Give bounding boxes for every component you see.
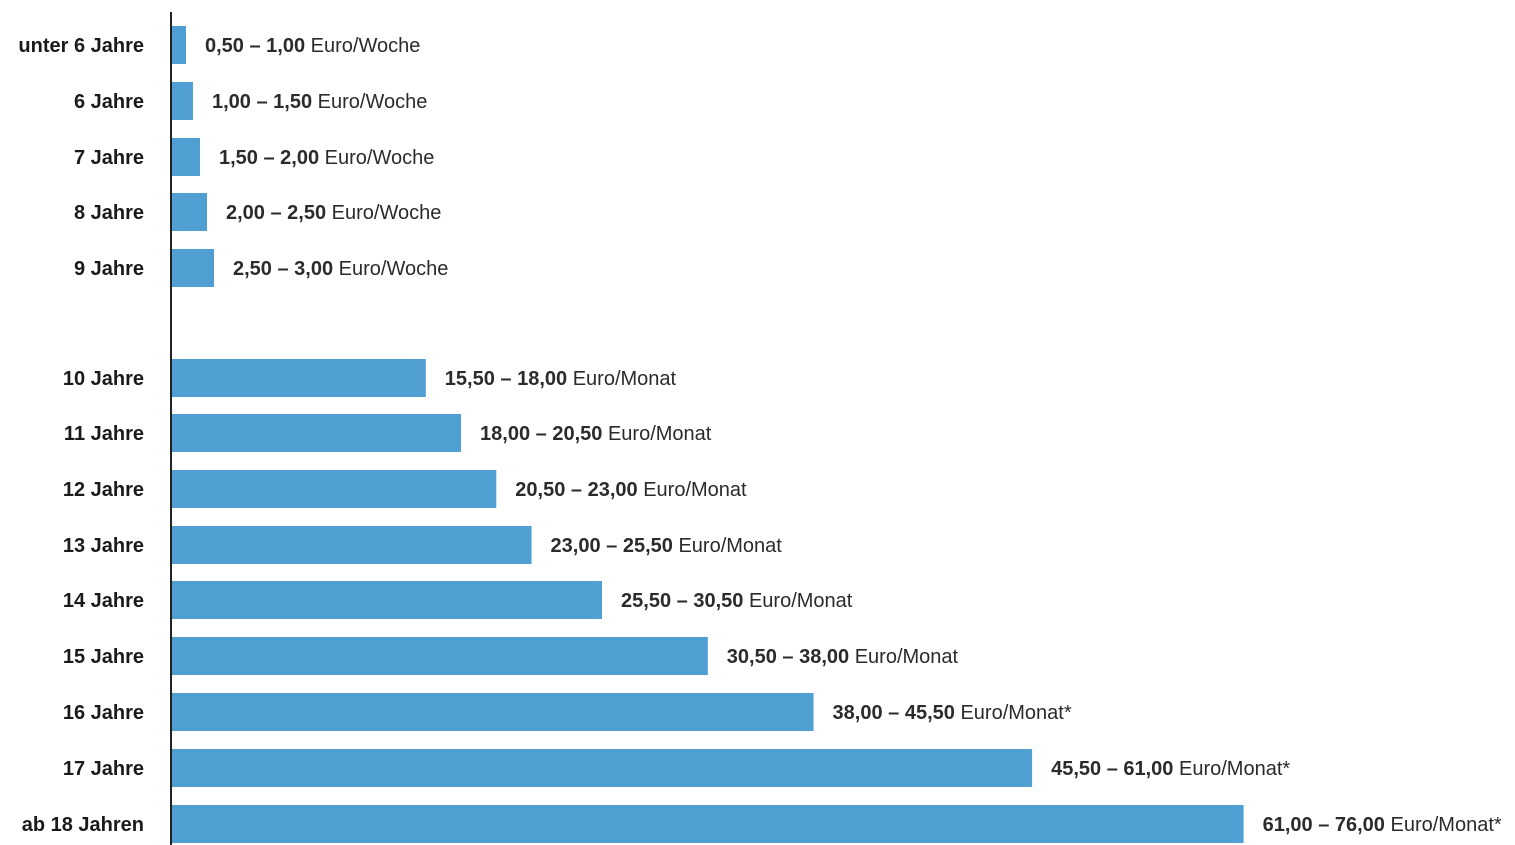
data-label-range: 61,00 – 76,00 [1263, 814, 1385, 836]
data-label-unit: Euro/Woche [319, 147, 434, 169]
data-label-unit: Euro/Monat [673, 535, 782, 557]
data-label-unit: Euro/Woche [305, 35, 420, 57]
bar [172, 82, 193, 120]
bar [172, 637, 708, 675]
data-label-range: 38,00 – 45,50 [833, 702, 955, 724]
data-label: 15,50 – 18,00 Euro/Monat [445, 368, 677, 390]
data-label: 2,00 – 2,50 Euro/Woche [226, 202, 441, 224]
data-label-unit: Euro/Woche [326, 202, 441, 224]
bar [172, 526, 532, 564]
bar [172, 693, 814, 731]
bar [172, 805, 1244, 843]
data-label-unit: Euro/Monat [567, 368, 676, 390]
bars-layer [172, 26, 1244, 843]
data-label-unit: Euro/Monat* [1385, 814, 1502, 836]
category-label: 12 Jahre [63, 479, 144, 501]
data-label: 25,50 – 30,50 Euro/Monat [621, 590, 853, 612]
bar [172, 581, 603, 619]
data-label: 1,00 – 1,50 Euro/Woche [212, 91, 427, 113]
data-label-range: 2,00 – 2,50 [226, 202, 326, 224]
data-label-range: 45,50 – 61,00 [1051, 758, 1173, 780]
category-label: unter 6 Jahre [18, 35, 144, 57]
category-label: 9 Jahre [74, 258, 144, 280]
category-label: 16 Jahre [63, 702, 144, 724]
category-label: 6 Jahre [74, 91, 144, 113]
data-label: 0,50 – 1,00 Euro/Woche [205, 35, 420, 57]
data-label-range: 1,00 – 1,50 [212, 91, 312, 113]
data-label-unit: Euro/Monat [743, 590, 852, 612]
bar [172, 414, 462, 452]
bar [172, 359, 426, 397]
data-label: 20,50 – 23,00 Euro/Monat [515, 479, 747, 501]
data-label-unit: Euro/Woche [333, 258, 448, 280]
data-label: 23,00 – 25,50 Euro/Monat [551, 535, 783, 557]
bar [172, 470, 497, 508]
data-label-range: 20,50 – 23,00 [515, 479, 637, 501]
data-label-unit: Euro/Monat* [1173, 758, 1290, 780]
data-label-range: 23,00 – 25,50 [551, 535, 673, 557]
data-label-unit: Euro/Woche [312, 91, 427, 113]
data-label-range: 0,50 – 1,00 [205, 35, 305, 57]
category-label: 8 Jahre [74, 202, 144, 224]
data-label-range: 2,50 – 3,00 [233, 258, 333, 280]
data-label-range: 30,50 – 38,00 [727, 646, 849, 668]
category-label: 11 Jahre [64, 423, 144, 445]
category-label: 17 Jahre [63, 758, 144, 780]
data-label-range: 15,50 – 18,00 [445, 368, 567, 390]
category-label: 14 Jahre [63, 590, 144, 612]
data-label: 38,00 – 45,50 Euro/Monat* [833, 702, 1072, 724]
bar [172, 249, 214, 287]
bar [172, 138, 200, 176]
data-label-unit: Euro/Monat [638, 479, 747, 501]
data-label: 18,00 – 20,50 Euro/Monat [480, 423, 712, 445]
data-label-unit: Euro/Monat [602, 423, 711, 445]
data-label: 30,50 – 38,00 Euro/Monat [727, 646, 959, 668]
data-label-unit: Euro/Monat* [955, 702, 1072, 724]
data-label-unit: Euro/Monat [849, 646, 958, 668]
data-label: 45,50 – 61,00 Euro/Monat* [1051, 758, 1290, 780]
data-label: 2,50 – 3,00 Euro/Woche [233, 258, 448, 280]
category-label: 13 Jahre [63, 535, 144, 557]
data-label: 61,00 – 76,00 Euro/Monat* [1263, 814, 1502, 836]
bar [172, 26, 186, 64]
category-label: 15 Jahre [63, 646, 144, 668]
labels-layer: unter 6 Jahre 0,50 – 1,00 Euro/Woche 6 Jah… [18, 35, 1501, 836]
bar [172, 749, 1033, 787]
data-label-range: 18,00 – 20,50 [480, 423, 602, 445]
category-label: 7 Jahre [74, 147, 144, 169]
data-label: 1,50 – 2,00 Euro/Woche [219, 147, 434, 169]
data-label-range: 25,50 – 30,50 [621, 590, 743, 612]
bar [172, 193, 207, 231]
category-label: 10 Jahre [63, 368, 144, 390]
category-label: ab 18 Jahren [22, 814, 144, 836]
data-label-range: 1,50 – 2,00 [219, 147, 319, 169]
